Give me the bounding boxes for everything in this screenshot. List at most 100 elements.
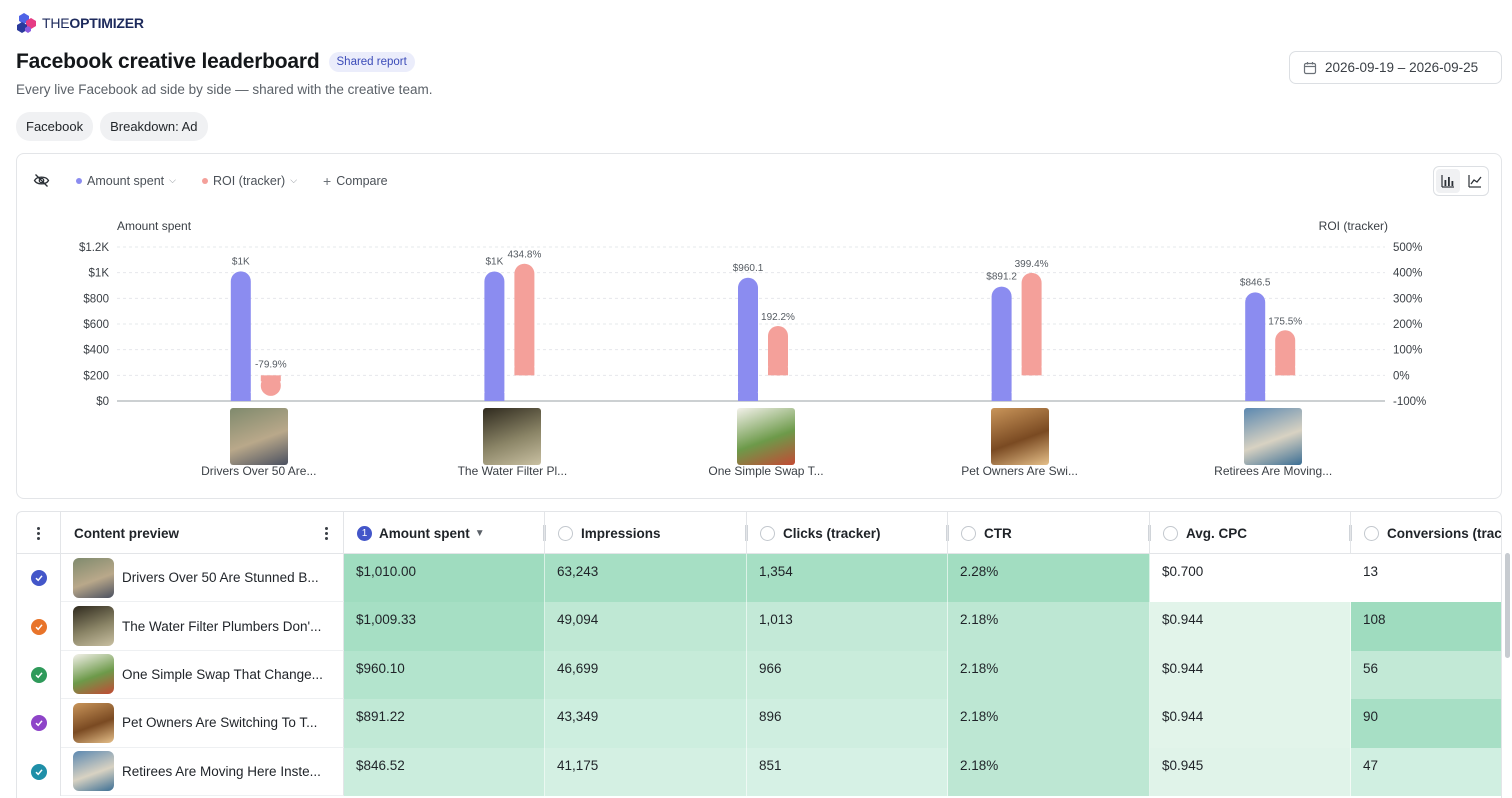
- hide-chart-button[interactable]: [33, 172, 50, 189]
- cell-cpc: $0.944: [1150, 699, 1351, 748]
- cell-amount: $1,009.33: [344, 602, 545, 651]
- column-header-content-preview[interactable]: Content preview: [61, 512, 344, 554]
- calendar-icon: [1303, 61, 1317, 74]
- column-select-radio[interactable]: [1364, 525, 1379, 541]
- table-row[interactable]: One Simple Swap That Change... $960.10 46,…: [17, 650, 1501, 700]
- filter-chip-platform[interactable]: Facebook: [16, 112, 94, 141]
- sort-order-badge: 1: [357, 525, 372, 541]
- bar-roi-tracker-base: [260, 375, 281, 382]
- cell-clicks: 896: [747, 699, 948, 748]
- metric-selector-2[interactable]: ROI (tracker) ⌵: [201, 174, 297, 188]
- y-tick-right: 0%: [1393, 370, 1410, 382]
- category-thumbnail-image: [483, 408, 542, 465]
- compare-button[interactable]: + Compare: [323, 173, 388, 189]
- column-resize-handle[interactable]: [745, 525, 748, 541]
- bar-amount-spent-base: [230, 393, 251, 401]
- table-row[interactable]: Drivers Over 50 Are Stunned B... $1,010.0…: [17, 554, 1501, 603]
- ad-thumbnail-image: [73, 557, 114, 598]
- optimizer-logo-icon: [17, 13, 36, 33]
- cell-amount: $891.22: [344, 699, 545, 748]
- row-checked-icon[interactable]: [30, 763, 47, 780]
- data-label-roi: 192.2%: [761, 312, 795, 323]
- column-label: Conversions (tracker): [1387, 525, 1502, 541]
- bar-chart-button[interactable]: [1435, 169, 1460, 193]
- bar-roi-tracker: [768, 326, 788, 376]
- column-header-avg-cpc[interactable]: Avg. CPC: [1150, 512, 1352, 554]
- x-tick-label: The Water Filter Pl...: [457, 464, 568, 478]
- date-range-picker[interactable]: 2026-09-19 – 2026-09-25: [1289, 51, 1502, 84]
- row-checked-icon[interactable]: [30, 715, 47, 732]
- line-chart-button[interactable]: [1463, 169, 1487, 193]
- ad-thumbnail-image: [73, 751, 114, 792]
- column-header-amount-spent[interactable]: 1 Amount spent ▼: [344, 512, 546, 554]
- bar-chart-icon: [1440, 175, 1454, 188]
- table-scrollbar[interactable]: [1505, 553, 1510, 658]
- content-preview-cell[interactable]: The Water Filter Plumbers Don'...: [61, 602, 344, 651]
- row-checked-icon[interactable]: [30, 618, 47, 635]
- content-preview-cell[interactable]: Pet Owners Are Switching To T...: [61, 699, 344, 748]
- chart-card: Amount spent ROI (tracker) $0 -100% $200 0% $4…: [16, 153, 1502, 499]
- metric-selector-1[interactable]: Amount spent ⌵: [76, 174, 176, 188]
- category-thumbnail-image: [229, 408, 288, 465]
- row-select-cell[interactable]: [17, 747, 61, 796]
- column-select-radio[interactable]: [961, 525, 976, 541]
- data-label-amount-spent: $846.5: [1240, 277, 1271, 288]
- y-tick-left: $1K: [89, 268, 110, 280]
- row-select-cell[interactable]: [17, 602, 61, 651]
- cell-impressions: 63,243: [545, 554, 747, 603]
- column-header-ctr[interactable]: CTR: [948, 512, 1151, 554]
- chart-type-toggle: [1433, 166, 1489, 196]
- x-tick-label: Retirees Are Moving...: [1214, 464, 1333, 478]
- title-row: Facebook creative leaderboard Shared rep…: [16, 50, 415, 74]
- compare-label: Compare: [336, 173, 388, 188]
- column-header-clicks[interactable]: Clicks (tracker): [747, 512, 949, 554]
- table-row[interactable]: The Water Filter Plumbers Don'... $1,009.…: [17, 602, 1501, 651]
- column-resize-handle[interactable]: [1148, 525, 1151, 541]
- y-tick-left: $200: [83, 370, 109, 382]
- column-select-radio[interactable]: [558, 525, 573, 541]
- page-title: Facebook creative leaderboard: [16, 50, 320, 73]
- cell-cpc: $0.944: [1150, 602, 1351, 651]
- column-header-impressions[interactable]: Impressions: [545, 512, 748, 554]
- row-checked-icon[interactable]: [30, 666, 47, 683]
- data-label-roi: -79.9%: [255, 359, 287, 370]
- row-menu-button[interactable]: [17, 512, 61, 554]
- cell-impressions: 49,094: [545, 602, 747, 651]
- plus-icon: +: [323, 172, 332, 189]
- cell-cpc: $0.944: [1150, 650, 1351, 700]
- column-resize-handle[interactable]: [1349, 525, 1352, 541]
- column-select-radio[interactable]: [1163, 525, 1178, 541]
- content-preview-cell[interactable]: Retirees Are Moving Here Inste...: [61, 747, 344, 796]
- category-thumbnail-image: [990, 408, 1049, 465]
- column-resize-handle[interactable]: [946, 525, 949, 541]
- table-row[interactable]: Retirees Are Moving Here Inste... $846.52…: [17, 747, 1501, 796]
- page-subtitle: Every live Facebook ad side by side — sh…: [16, 82, 433, 97]
- content-preview-cell[interactable]: Drivers Over 50 Are Stunned B...: [61, 554, 344, 603]
- bar-amount-spent: [738, 277, 758, 401]
- table-row[interactable]: Pet Owners Are Switching To T... $891.22 4…: [17, 699, 1501, 748]
- leaderboard-table: Content preview 1 Amount spent ▼ Impress…: [16, 511, 1502, 798]
- row-checked-icon[interactable]: [30, 570, 47, 587]
- column-label: Amount spent: [379, 525, 470, 541]
- row-select-cell[interactable]: [17, 554, 61, 603]
- column-menu-icon[interactable]: [321, 526, 331, 540]
- row-select-cell[interactable]: [17, 699, 61, 748]
- eye-off-icon: [33, 174, 50, 187]
- cell-conversions: 56: [1351, 650, 1501, 700]
- cell-clicks: 1,013: [747, 602, 948, 651]
- content-preview-cell[interactable]: One Simple Swap That Change...: [61, 650, 344, 700]
- brand-logo[interactable]: THEOPTIMIZER: [16, 12, 144, 34]
- cell-conversions: 47: [1351, 747, 1501, 796]
- cell-clicks: 1,354: [747, 554, 948, 603]
- column-header-conversions[interactable]: Conversions (tracker): [1351, 512, 1502, 554]
- column-label: Impressions: [581, 525, 661, 541]
- y-tick-right: 200%: [1393, 319, 1422, 331]
- cell-clicks: 851: [747, 747, 948, 796]
- bar-roi-tracker-base: [514, 367, 535, 376]
- bar-amount-spent-base: [991, 393, 1012, 401]
- date-range-label: 2026-09-19 – 2026-09-25: [1325, 60, 1479, 75]
- row-select-cell[interactable]: [17, 650, 61, 700]
- filter-chip-breakdown[interactable]: Breakdown: Ad: [100, 112, 208, 141]
- column-resize-handle[interactable]: [543, 525, 546, 541]
- column-select-radio[interactable]: [760, 525, 775, 541]
